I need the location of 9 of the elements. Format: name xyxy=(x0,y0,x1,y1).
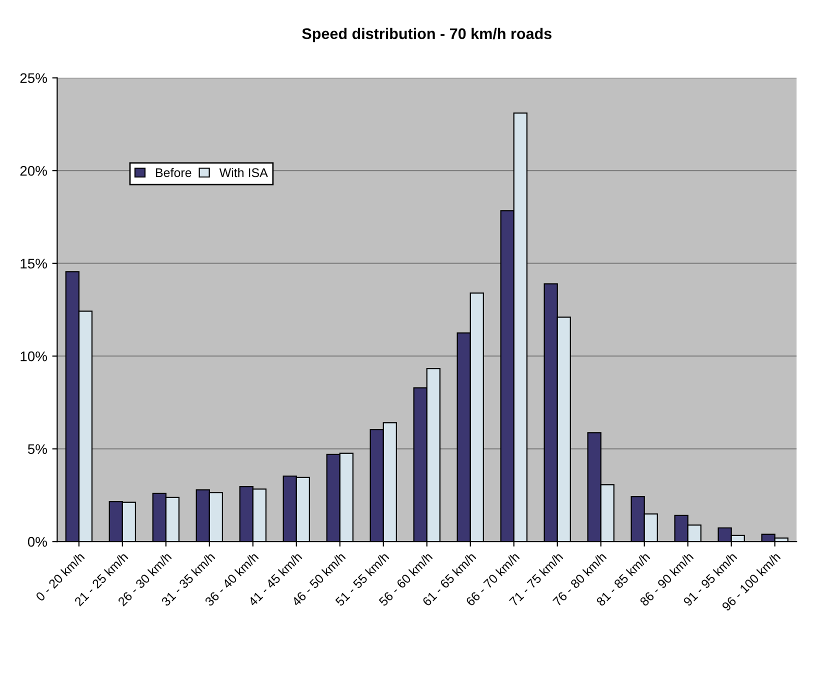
legend-label: Before xyxy=(156,168,192,178)
y-tick-label: 15% xyxy=(20,258,47,269)
legend-label: With ISA xyxy=(219,168,268,178)
y-tick-label: 0% xyxy=(28,536,47,547)
y-tick-label: 20% xyxy=(20,166,47,176)
y-tick-label: 25% xyxy=(20,73,47,84)
chart-title: Speed distribution - 70 km/h roads xyxy=(302,28,552,42)
y-tick-label: 10% xyxy=(20,351,47,362)
y-tick-label: 5% xyxy=(28,444,47,454)
